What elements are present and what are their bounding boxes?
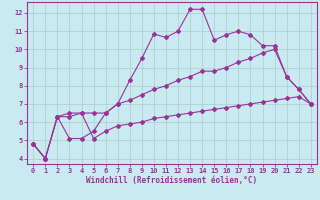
X-axis label: Windchill (Refroidissement éolien,°C): Windchill (Refroidissement éolien,°C) [86, 176, 258, 185]
